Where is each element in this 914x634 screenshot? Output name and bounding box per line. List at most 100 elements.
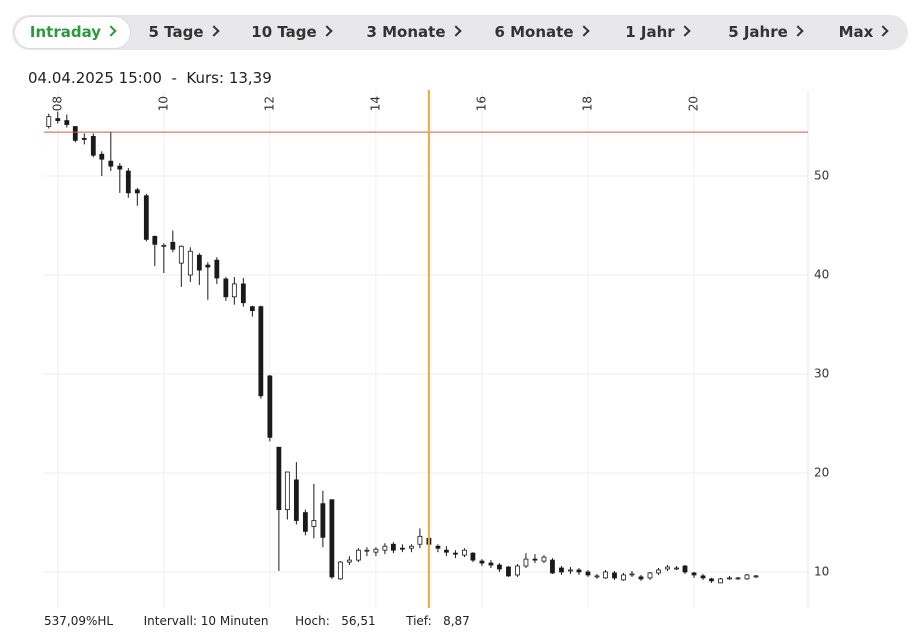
candle-body [161, 244, 167, 247]
candle-body [453, 552, 458, 555]
candle-body [559, 567, 564, 573]
candle-body [568, 569, 573, 572]
candle-body [576, 569, 582, 573]
candle-body [231, 283, 237, 298]
candle-body [665, 566, 670, 570]
candle-body [373, 548, 379, 553]
candle-body [532, 558, 538, 561]
candle-body [674, 567, 679, 570]
header: 04.04.2025 15:00 - Kurs: 13,39 [28, 69, 272, 87]
y-tick-label: 10 [814, 564, 829, 578]
candle-body [337, 561, 343, 580]
candle-body [72, 126, 78, 141]
candle-body [709, 578, 714, 582]
candle-body [293, 479, 299, 521]
candle-body [240, 283, 246, 304]
candle-body [134, 189, 140, 194]
candle-body [727, 577, 732, 580]
candle-body [117, 165, 123, 170]
candle-body [170, 241, 176, 250]
candle-body [267, 375, 273, 438]
candle-body [258, 306, 264, 397]
tab[interactable]: 10 Tage [237, 17, 345, 48]
candle-body [90, 136, 96, 156]
candle-body [638, 576, 644, 580]
y-tick-label: 20 [814, 465, 829, 479]
candle-body [276, 446, 282, 511]
candle-body [302, 512, 308, 532]
candle-body [205, 264, 211, 268]
candle-body [435, 545, 441, 549]
candle-body [444, 549, 449, 553]
low-value: 8,87 [443, 614, 470, 628]
x-tick-label: 20 [687, 96, 701, 111]
candle-body [629, 573, 635, 576]
candle-body [214, 259, 220, 279]
candle-body [744, 574, 750, 580]
candle-body [382, 545, 388, 551]
candle-body [223, 278, 229, 298]
candle-body [612, 572, 617, 579]
kurs-label: Kurs: [186, 69, 225, 87]
candle-body [196, 254, 202, 271]
candle-body [470, 552, 476, 561]
footer: 537,09%HL Intervall: 10 Minuten Hoch: 56… [44, 614, 470, 628]
candle-body [656, 569, 661, 574]
candle-body [497, 564, 502, 570]
candle-body [594, 575, 600, 578]
candle-body [506, 566, 511, 577]
tab[interactable]: Max [822, 17, 904, 48]
candle-body [585, 571, 591, 576]
candle-body [417, 535, 423, 545]
chart: 10 20 30 40 50 08 10 12 14 16 18 20 [44, 90, 829, 608]
tab[interactable]: Intraday [15, 17, 130, 48]
candle-body [346, 559, 352, 563]
candle-body [462, 549, 467, 556]
candle-body [364, 549, 370, 552]
candle-body [409, 545, 414, 549]
interval: Intervall: 10 Minuten [143, 614, 269, 628]
candle-body [621, 574, 626, 581]
y-tick-label: 40 [814, 268, 829, 282]
candle-body [400, 547, 405, 550]
candle-body [311, 520, 317, 527]
candle-body [603, 571, 608, 579]
candle-body [99, 153, 105, 160]
tab-bar: Intraday 5 Tage 10 Tage 3 Monate 6 Monate 1 J… [12, 15, 908, 50]
x-tick-label: 08 [50, 96, 64, 111]
tab[interactable]: 5 Tage [132, 17, 234, 48]
tab[interactable]: 6 Monate [479, 17, 603, 48]
candle-body [488, 562, 494, 566]
candle-body [178, 245, 184, 264]
x-tick-label: 12 [262, 96, 276, 111]
x-tick-label: 10 [156, 96, 170, 111]
candle-body [550, 559, 555, 574]
candle-body [125, 170, 131, 194]
x-tick-label: 16 [474, 96, 488, 111]
tab[interactable]: 1 Jahr [607, 17, 707, 48]
candle-body [187, 250, 193, 276]
candle-body [691, 572, 697, 576]
candle-body [152, 236, 158, 245]
candle-body [515, 565, 520, 576]
y-tick-label: 50 [814, 169, 829, 183]
candle-body [647, 572, 653, 579]
candle-body [64, 120, 70, 125]
tab[interactable]: 3 Monate [349, 17, 477, 48]
candle-body [541, 556, 547, 562]
candle-body [143, 195, 149, 240]
candle-body [81, 138, 87, 140]
candle-body [329, 499, 335, 578]
candle-body [718, 578, 723, 584]
candle-body [46, 116, 52, 127]
y-tick-label: 30 [814, 366, 829, 380]
tab[interactable]: 5 Jahre [712, 17, 818, 48]
high-value: 56,51 [341, 614, 376, 628]
candle-body [700, 575, 706, 579]
datetime: 04.04.2025 15:00 [28, 69, 162, 87]
candle-body [356, 549, 361, 561]
candle-body [682, 565, 688, 573]
candle-body [320, 503, 326, 538]
candle-body [390, 543, 396, 551]
